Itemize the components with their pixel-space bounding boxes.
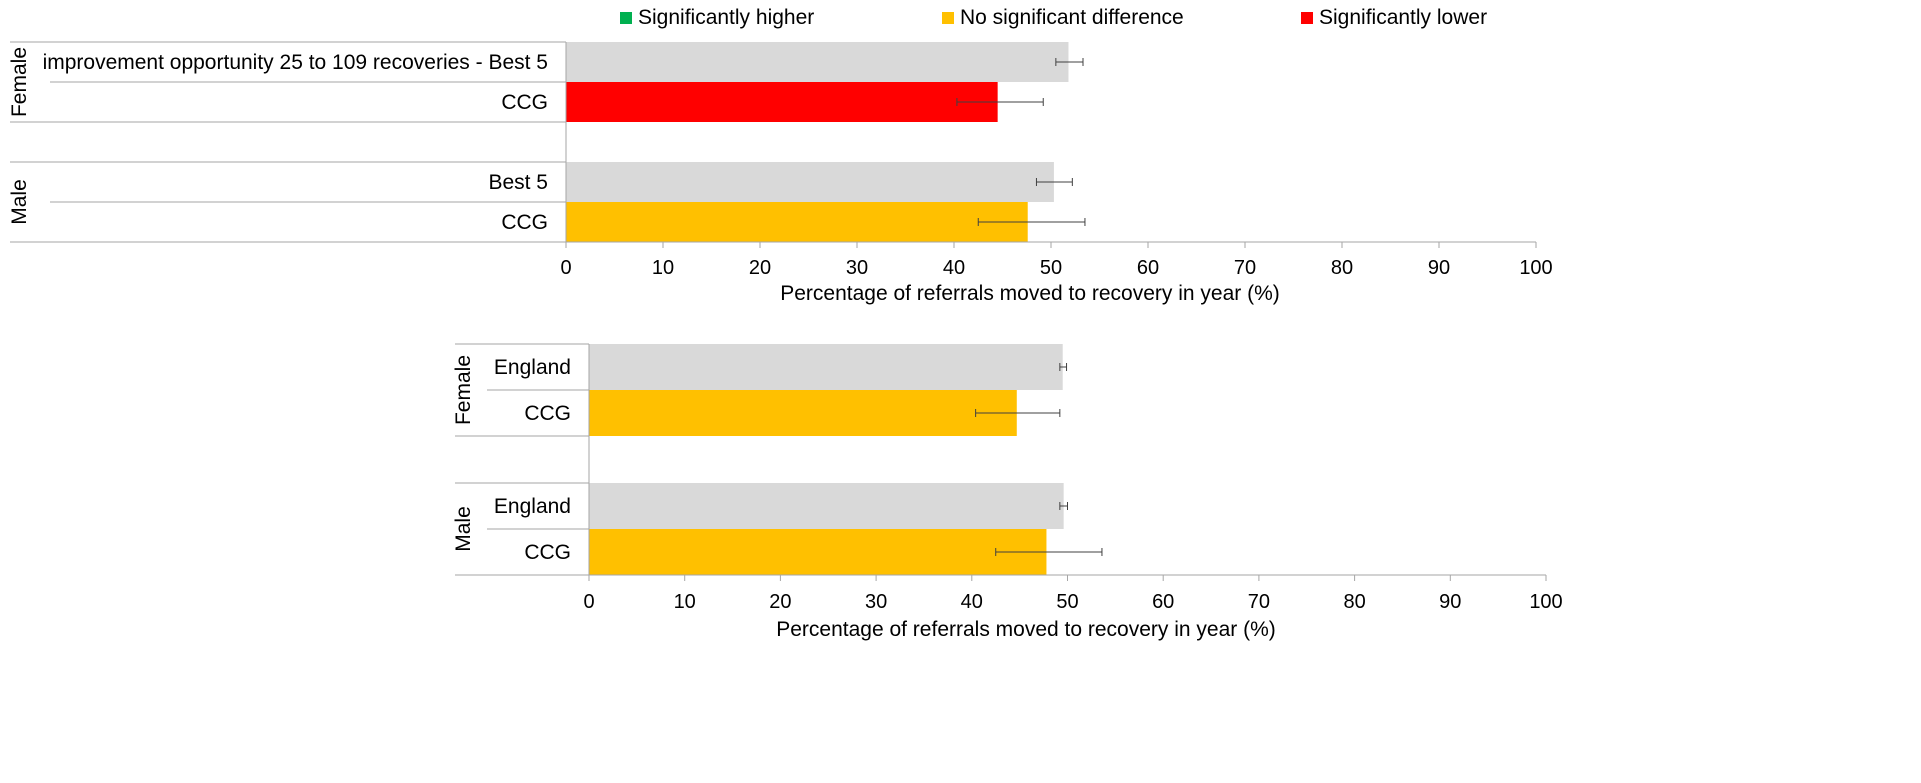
- chart-2: England CCG England CCG Female Male 0 10 20 30 40 5…: [452, 343, 1563, 641]
- x-tick-label: 100: [1529, 591, 1562, 613]
- x-tick-label: 40: [961, 591, 983, 613]
- legend-swatch-red: [1301, 12, 1313, 24]
- x-tick-label: 40: [943, 257, 965, 279]
- x-tick-label: 60: [1137, 257, 1159, 279]
- legend-swatch-green: [620, 12, 632, 24]
- legend-label: Significantly lower: [1319, 6, 1488, 29]
- category-label: CCG: [524, 541, 571, 564]
- bar-male-ccg: [589, 529, 1047, 575]
- x-tick-label: 80: [1331, 257, 1353, 279]
- x-tick-label: 50: [1056, 591, 1078, 613]
- x-tick-label: 80: [1343, 591, 1365, 613]
- x-tick-label: 10: [674, 591, 696, 613]
- category-label: Best 5: [488, 171, 548, 194]
- legend-label: No significant difference: [960, 6, 1184, 29]
- group-label: Male: [452, 506, 475, 552]
- legend-item-significantly-higher: Significantly higher: [620, 6, 942, 30]
- category-label: England: [494, 356, 571, 379]
- x-tick-label: 90: [1428, 257, 1450, 279]
- group-label: Female: [452, 355, 475, 425]
- bar-male-best-5: [566, 162, 1054, 202]
- bar-female-improvement-opportunity-25-to-109-recoveries-best-5: [566, 42, 1069, 82]
- x-tick-label: 50: [1040, 257, 1062, 279]
- category-label: CCG: [524, 402, 571, 425]
- x-tick-label: 70: [1234, 257, 1256, 279]
- x-tick-label: 60: [1152, 591, 1174, 613]
- bar-female-ccg: [589, 390, 1017, 436]
- bar-female-england: [589, 344, 1063, 390]
- legend-label: Significantly higher: [638, 6, 815, 29]
- bar-male-england: [589, 483, 1064, 529]
- bar-female-ccg: [566, 82, 998, 122]
- x-tick-label: 100: [1519, 257, 1552, 279]
- x-tick-label: 10: [652, 257, 674, 279]
- legend-swatch-amber: [942, 12, 954, 24]
- x-tick-label: 90: [1439, 591, 1461, 613]
- category-label: improvement opportunity 25 to 109 recove…: [43, 51, 548, 74]
- chart-1: improvement opportunity 25 to 109 recove…: [8, 41, 1553, 305]
- category-label: England: [494, 495, 571, 518]
- x-tick-label: 0: [583, 591, 594, 613]
- group-label: Male: [8, 179, 31, 225]
- legend-item-no-significant-difference: No significant difference: [942, 6, 1301, 30]
- x-tick-label: 30: [865, 591, 887, 613]
- legend-item-significantly-lower: Significantly lower: [1301, 6, 1487, 30]
- x-axis-title: Percentage of referrals moved to recover…: [780, 282, 1280, 305]
- chart-legend: Significantly higher No significant diff…: [620, 6, 1487, 30]
- category-label: CCG: [501, 91, 548, 114]
- x-tick-label: 20: [749, 257, 771, 279]
- x-tick-label: 70: [1248, 591, 1270, 613]
- group-label: Female: [8, 47, 31, 117]
- x-axis-title: Percentage of referrals moved to recover…: [776, 618, 1276, 641]
- x-tick-label: 30: [846, 257, 868, 279]
- bar-male-ccg: [566, 202, 1028, 242]
- x-tick-label: 0: [560, 257, 571, 279]
- x-tick-label: 20: [769, 591, 791, 613]
- category-label: CCG: [501, 211, 548, 234]
